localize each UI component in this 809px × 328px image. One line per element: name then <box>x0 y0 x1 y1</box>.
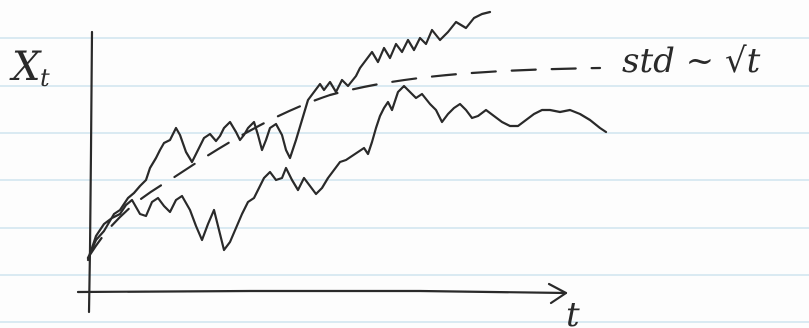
y-axis-label-subscript: t <box>40 64 50 92</box>
x-axis-arrowhead <box>547 282 568 305</box>
std-envelope-curve <box>86 66 602 260</box>
std-annotation: std ~ √t <box>622 41 761 81</box>
x-axis-label: t <box>566 295 580 328</box>
random-walk-path-lower <box>86 84 608 262</box>
y-axis-line <box>87 30 94 314</box>
ruled-lines <box>0 37 809 323</box>
y-axis-label: X <box>9 44 42 90</box>
x-axis-line <box>76 289 568 295</box>
random-walk-path-upper <box>86 10 492 260</box>
